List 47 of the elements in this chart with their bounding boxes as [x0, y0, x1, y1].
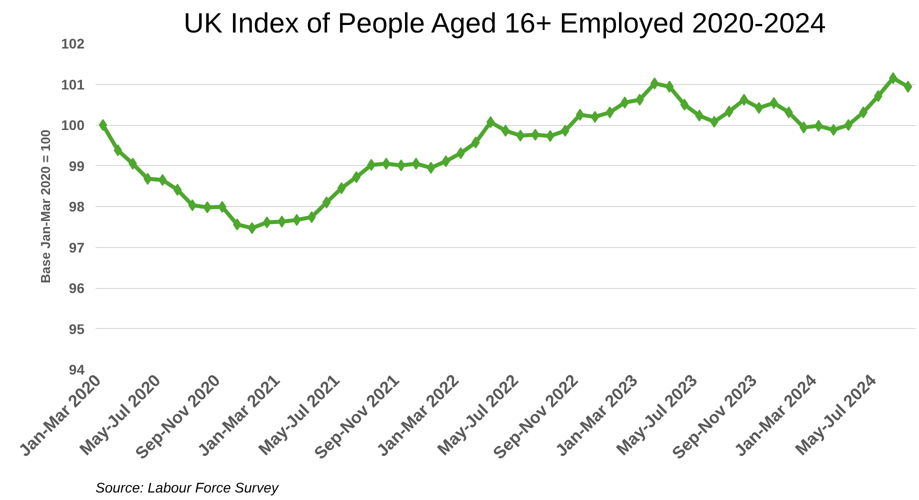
- point: [576, 108, 584, 121]
- y-tick-label: 95: [68, 320, 85, 337]
- y-tick-label: 97: [68, 239, 85, 256]
- point: [278, 216, 286, 228]
- point: [754, 102, 764, 114]
- point: [322, 196, 331, 208]
- point: [352, 171, 361, 184]
- point: [114, 144, 122, 156]
- point: [516, 130, 525, 142]
- point: [590, 110, 600, 123]
- y-tick-label: 94: [68, 362, 85, 378]
- point: [262, 216, 272, 228]
- point: [501, 124, 510, 137]
- y-tick-label: 101: [61, 76, 85, 92]
- point: [770, 96, 778, 109]
- point: [560, 124, 570, 137]
- point: [486, 116, 495, 128]
- point: [904, 80, 912, 93]
- point: [680, 98, 689, 111]
- point: [665, 80, 674, 93]
- y-tick-label: 98: [68, 198, 85, 214]
- point: [426, 162, 436, 174]
- point: [740, 94, 748, 106]
- chart-title: UK Index of People Aged 16+ Employed 2020-2024: [184, 8, 826, 38]
- y-tick-label: 100: [61, 117, 85, 133]
- y-tick-label: 96: [68, 280, 85, 296]
- point: [188, 199, 197, 212]
- y-tick-label: 102: [61, 36, 85, 52]
- point: [337, 182, 346, 194]
- point: [829, 124, 838, 136]
- point: [724, 106, 734, 118]
- y-axis-title: Base Jan-Mar 2020 = 100: [38, 130, 54, 284]
- point: [650, 77, 659, 90]
- point: [844, 119, 853, 131]
- point: [412, 158, 420, 170]
- point: [888, 72, 898, 84]
- y-tick-label: 99: [68, 158, 85, 174]
- point: [442, 155, 450, 168]
- point: [158, 174, 167, 186]
- source-note: Source: Labour Force Survey: [96, 480, 280, 496]
- point: [173, 184, 182, 196]
- point: [232, 218, 242, 230]
- point: [98, 119, 108, 131]
- point: [606, 106, 614, 118]
- point: [248, 222, 256, 234]
- point: [396, 159, 406, 172]
- point: [814, 120, 823, 132]
